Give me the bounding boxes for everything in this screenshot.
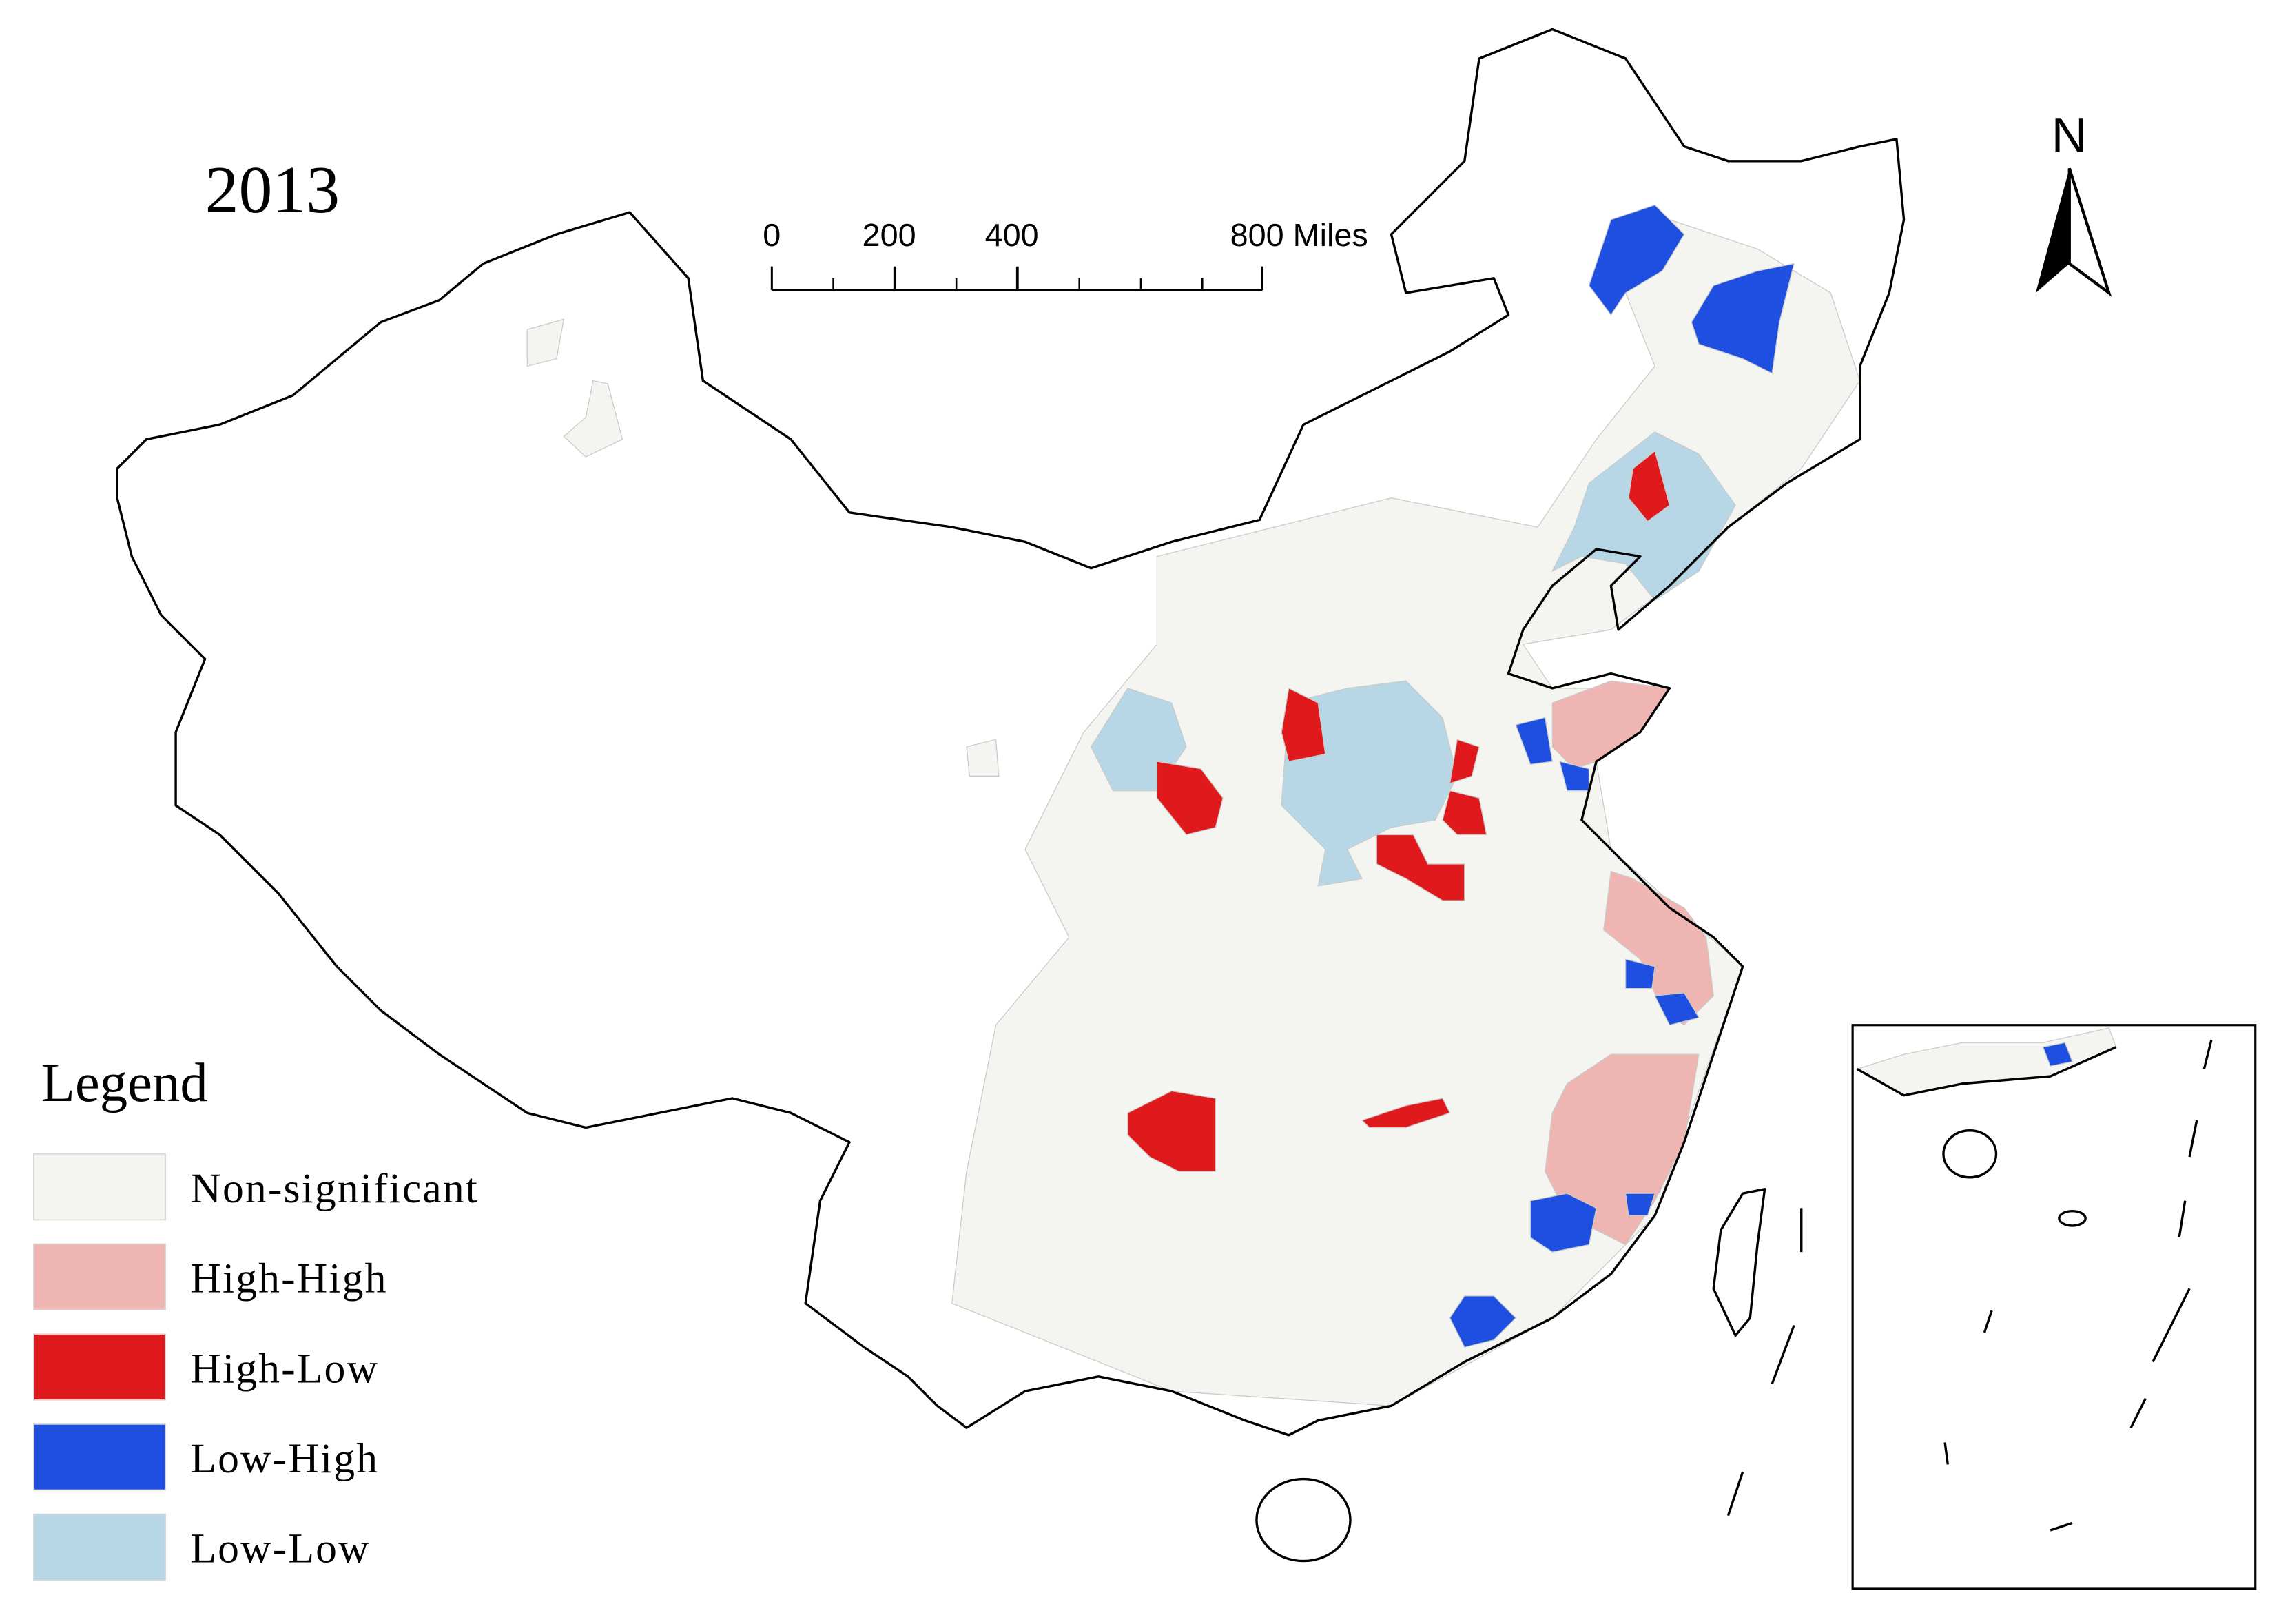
sea-boundary [1726, 1208, 1803, 1517]
region [563, 380, 623, 458]
region [1691, 263, 1795, 374]
inset-map [1851, 1024, 2257, 1590]
legend-swatch [33, 1333, 167, 1401]
regions [526, 204, 2117, 1406]
scale-bar: 0 200 400 800 Miles [763, 217, 1368, 291]
legend-swatch [33, 1153, 167, 1221]
legend-swatch [33, 1243, 167, 1310]
north-arrow-left [2035, 168, 2070, 294]
region [1654, 992, 1700, 1026]
legend-swatch [33, 1513, 167, 1581]
scale-label: 800 Miles [1230, 217, 1368, 253]
region [1442, 790, 1487, 836]
country-outline [116, 28, 1906, 1437]
region [2042, 1042, 2073, 1067]
island-outline [1712, 1188, 1766, 1337]
north-arrow-right [2067, 167, 2112, 297]
region [1449, 1295, 1517, 1348]
region [1624, 1193, 1656, 1216]
scale-label: 200 [863, 217, 916, 253]
region [966, 739, 1000, 777]
legend-label: High-Low [190, 1345, 379, 1392]
region [1156, 761, 1224, 836]
scale-label: 400 [985, 217, 1039, 253]
inset-coast [1856, 1046, 2117, 1097]
legend-label: Low-High [190, 1435, 379, 1482]
legend-swatch [33, 1423, 167, 1491]
north-label: N [2052, 108, 2087, 163]
region [526, 318, 565, 367]
region [1603, 870, 1714, 1026]
legend-label: Low-Low [190, 1525, 370, 1572]
region [1361, 1098, 1451, 1129]
scale-label: 0 [763, 217, 781, 253]
region [1515, 717, 1554, 765]
region [1529, 1193, 1597, 1253]
region [1376, 834, 1465, 901]
legend: Legend Non-significant High-High High-Low L… [33, 1052, 479, 1581]
region [1281, 680, 1458, 887]
legend-label: Non-significant [190, 1165, 479, 1212]
island-outline [1255, 1477, 1352, 1563]
region [1588, 204, 1685, 316]
region [1449, 739, 1480, 784]
inset-island [1942, 1129, 1998, 1179]
legend-label: High-High [190, 1255, 387, 1302]
region [1628, 450, 1671, 522]
inset-island [2058, 1209, 2087, 1227]
inset-frame [1851, 1024, 2257, 1590]
map-title: 2013 [205, 153, 340, 227]
region [1127, 1090, 1217, 1172]
region [1855, 1027, 2117, 1096]
legend-title: Legend [41, 1052, 208, 1113]
region [1545, 1053, 1700, 1246]
inset-boundary [1943, 1039, 2213, 1532]
region [1281, 687, 1326, 762]
region [1625, 958, 1655, 989]
